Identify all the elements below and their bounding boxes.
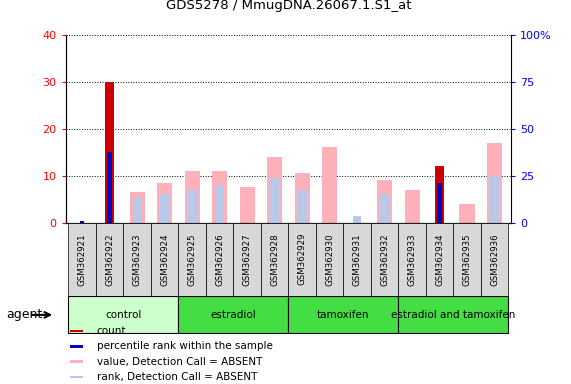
Bar [178, 296, 288, 333]
Bar [453, 223, 481, 296]
Bar [160, 195, 169, 223]
Bar [295, 173, 309, 223]
Bar [288, 296, 399, 333]
Bar [399, 223, 426, 296]
Bar [130, 192, 144, 223]
Text: GSM362923: GSM362923 [132, 233, 142, 286]
Bar [96, 223, 123, 296]
Bar [404, 190, 420, 223]
Text: count: count [97, 326, 126, 336]
Bar [426, 223, 453, 296]
Text: GSM362932: GSM362932 [380, 233, 389, 286]
Bar [105, 82, 114, 223]
Text: GSM362935: GSM362935 [463, 233, 472, 286]
Bar [70, 345, 83, 348]
Bar [178, 223, 206, 296]
Text: GSM362933: GSM362933 [408, 233, 417, 286]
Text: GDS5278 / MmugDNA.26067.1.S1_at: GDS5278 / MmugDNA.26067.1.S1_at [166, 0, 411, 12]
Bar [261, 223, 288, 296]
Text: percentile rank within the sample: percentile rank within the sample [97, 341, 273, 351]
Text: GSM362925: GSM362925 [188, 233, 196, 286]
Bar [481, 223, 508, 296]
Bar [353, 216, 361, 223]
Bar [132, 197, 142, 223]
Bar [215, 185, 224, 223]
Bar [69, 223, 96, 296]
Bar [437, 183, 442, 223]
Bar [270, 178, 279, 223]
Bar [316, 223, 343, 296]
Text: value, Detection Call = ABSENT: value, Detection Call = ABSENT [97, 357, 262, 367]
Text: GSM362928: GSM362928 [270, 233, 279, 286]
Text: GSM362926: GSM362926 [215, 233, 224, 286]
Text: GSM362936: GSM362936 [490, 233, 499, 286]
Bar [377, 180, 392, 223]
Bar [107, 152, 112, 223]
Bar [157, 183, 172, 223]
Bar [490, 176, 499, 223]
Bar [371, 223, 399, 296]
Text: control: control [105, 310, 142, 320]
Bar [212, 171, 227, 223]
Text: estradiol and tamoxifen: estradiol and tamoxifen [391, 310, 516, 320]
Bar [80, 221, 85, 223]
Bar [435, 166, 444, 223]
Text: GSM362929: GSM362929 [297, 233, 307, 285]
Bar [123, 223, 151, 296]
Bar [240, 187, 255, 223]
Text: agent: agent [7, 308, 43, 321]
Bar [206, 223, 234, 296]
Bar [487, 143, 502, 223]
Text: GSM362934: GSM362934 [435, 233, 444, 286]
Bar [322, 147, 337, 223]
Bar [380, 195, 389, 223]
Text: GSM362924: GSM362924 [160, 233, 169, 286]
Bar [151, 223, 178, 296]
Bar [70, 330, 83, 332]
Bar [184, 171, 200, 223]
Text: GSM362931: GSM362931 [352, 233, 361, 286]
Text: GSM362927: GSM362927 [243, 233, 252, 286]
Bar [288, 223, 316, 296]
Text: GSM362922: GSM362922 [105, 233, 114, 286]
Text: tamoxifen: tamoxifen [317, 310, 369, 320]
Text: estradiol: estradiol [211, 310, 256, 320]
Bar [69, 296, 178, 333]
Bar [234, 223, 261, 296]
Bar [188, 190, 196, 223]
Bar [460, 204, 475, 223]
Text: GSM362930: GSM362930 [325, 233, 334, 286]
Bar [399, 296, 508, 333]
Text: rank, Detection Call = ABSENT: rank, Detection Call = ABSENT [97, 372, 257, 382]
Bar [267, 157, 282, 223]
Bar [70, 376, 83, 378]
Bar [70, 361, 83, 363]
Bar [343, 223, 371, 296]
Bar [297, 190, 307, 223]
Text: GSM362921: GSM362921 [78, 233, 87, 286]
